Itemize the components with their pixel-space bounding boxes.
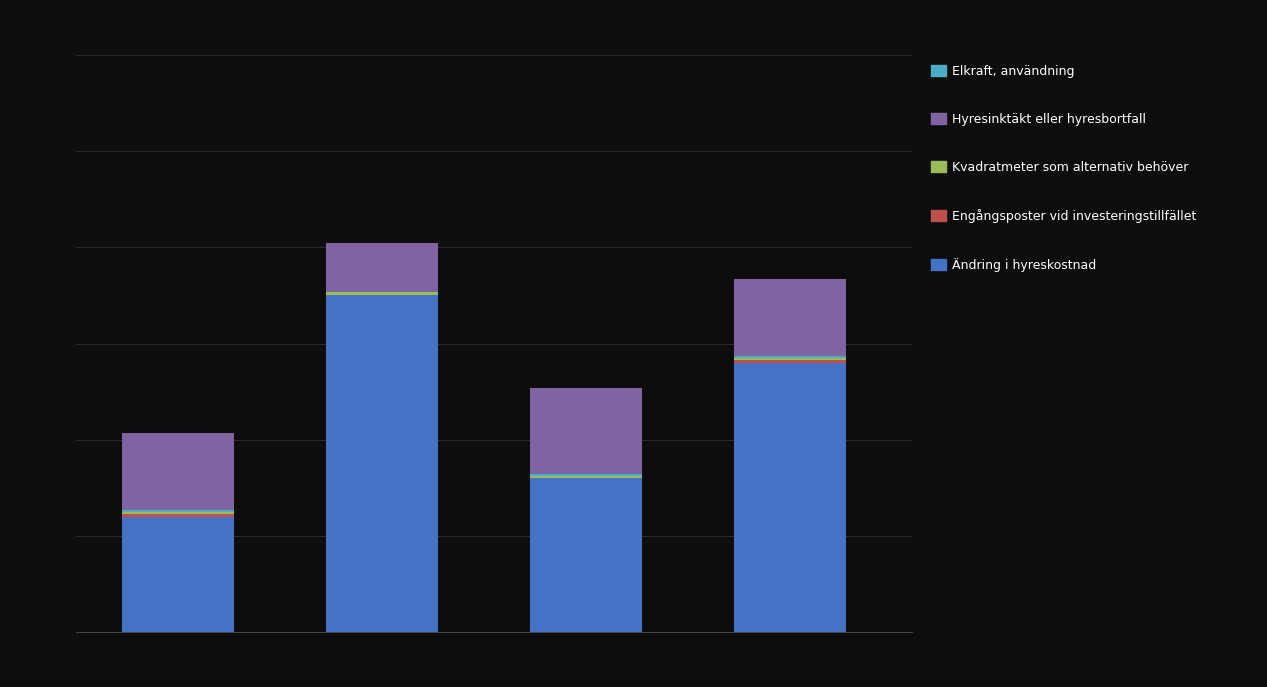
Bar xyxy=(326,295,438,632)
Bar xyxy=(122,510,234,512)
Bar xyxy=(122,514,234,517)
Bar xyxy=(530,478,642,632)
Bar xyxy=(122,433,234,510)
Bar xyxy=(326,243,438,291)
Bar xyxy=(734,363,846,632)
Bar xyxy=(530,476,642,478)
Bar xyxy=(122,517,234,632)
Bar xyxy=(734,279,846,356)
Bar xyxy=(530,387,642,474)
Bar xyxy=(734,358,846,360)
Bar xyxy=(530,474,642,476)
Bar xyxy=(122,512,234,514)
Legend: Elkraft, användning, Hyresinktäkt eller hyresbortfall, Kvadratmeter som alternat: Elkraft, användning, Hyresinktäkt eller … xyxy=(927,61,1200,275)
Bar xyxy=(734,356,846,358)
Bar xyxy=(326,291,438,295)
Bar xyxy=(734,360,846,363)
